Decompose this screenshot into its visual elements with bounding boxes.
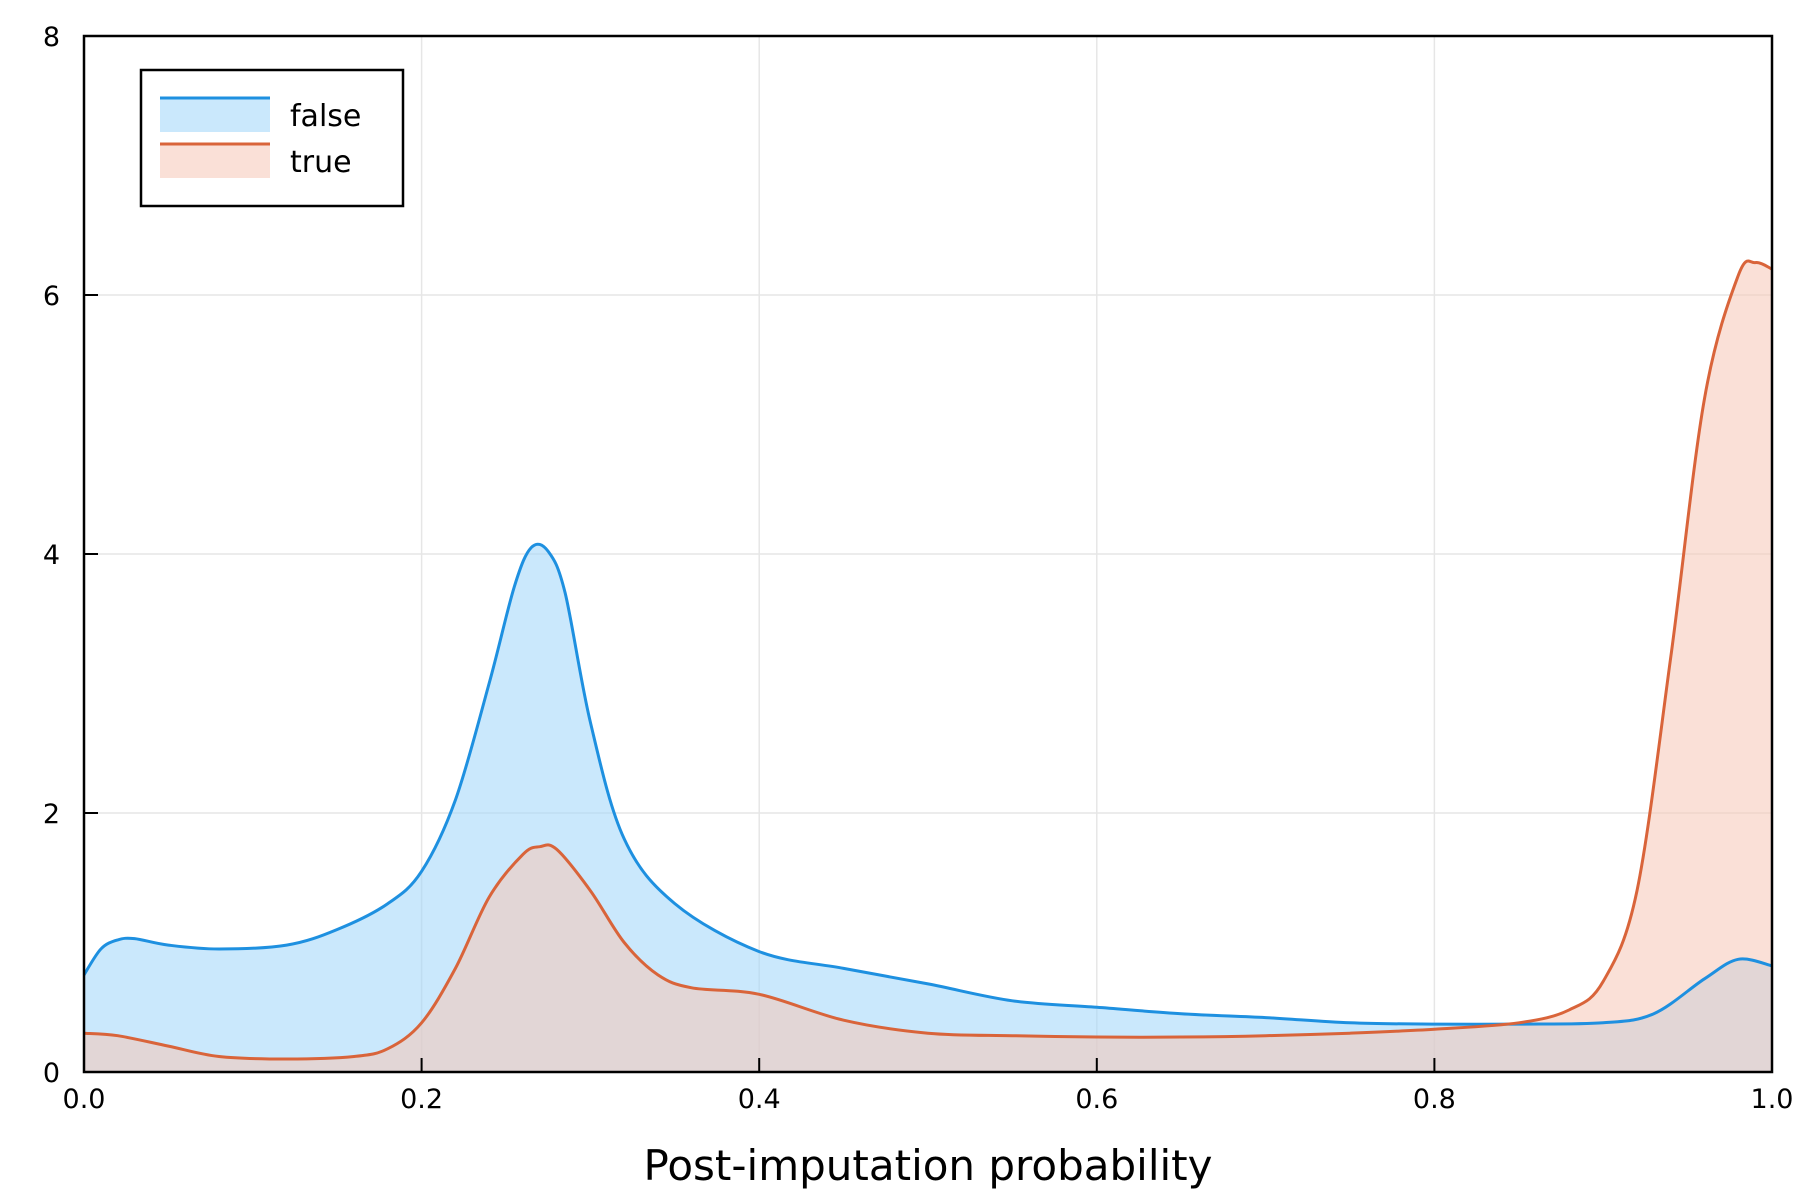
- legend-label-true: true: [290, 145, 352, 180]
- series-areas: [82, 259, 1773, 1073]
- x-tick-label: 0.8: [1413, 1084, 1456, 1115]
- series-area-true: [84, 260, 1772, 1073]
- x-tick-label: 0.2: [400, 1084, 443, 1115]
- legend-label-false: false: [290, 99, 361, 134]
- legend-box: [139, 68, 405, 208]
- y-tick-label: 6: [43, 281, 60, 312]
- x-tick-label: 0.0: [63, 1084, 106, 1115]
- series-line-true: [83, 259, 1773, 1061]
- legend-swatch-true: [160, 144, 270, 178]
- x-tick-label: 0.4: [738, 1084, 781, 1115]
- legend: false true: [139, 68, 405, 208]
- series-line-false: [82, 542, 1773, 1026]
- legend-swatch-false: [160, 98, 270, 132]
- axis-ticks: 0.0 0.2 0.4 0.6 0.8 1.0 0 2 4 6 8: [43, 22, 1794, 1115]
- y-tick-label: 8: [43, 22, 60, 53]
- y-tick-label: 4: [43, 540, 60, 571]
- y-tick-label: 0: [43, 1058, 60, 1089]
- x-tick-label: 1.0: [1751, 1084, 1794, 1115]
- x-tick-label: 0.6: [1075, 1084, 1118, 1115]
- y-tick-label: 2: [43, 799, 60, 830]
- x-axis-title: Post-imputation probability: [644, 1141, 1213, 1190]
